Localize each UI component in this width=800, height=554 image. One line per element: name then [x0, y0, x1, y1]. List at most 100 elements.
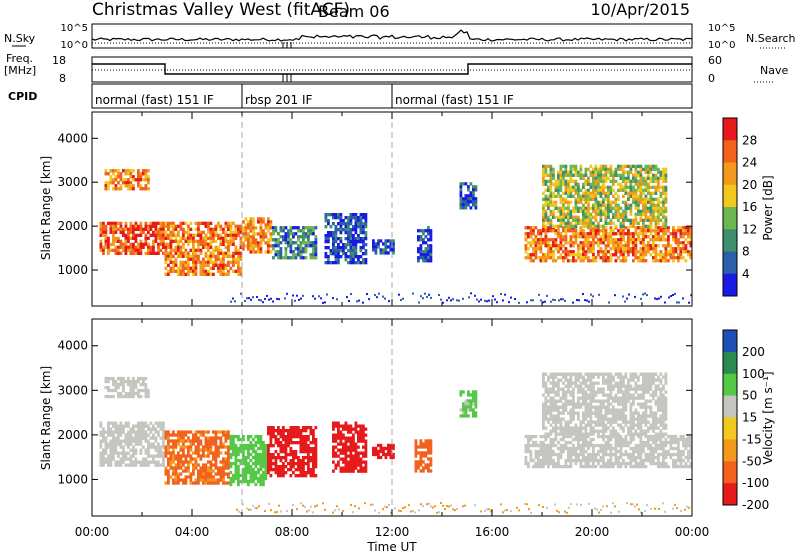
- data-cell: [374, 452, 378, 457]
- data-cell: [567, 387, 570, 391]
- data-cell: [272, 247, 275, 251]
- data-cell: [224, 221, 228, 225]
- data-cell: [122, 376, 125, 381]
- data-cell: [167, 254, 170, 258]
- data-cell: [657, 244, 660, 248]
- data-cell: [549, 164, 553, 168]
- data-cell: [577, 215, 580, 219]
- data-cell: [604, 256, 608, 260]
- data-cell: [104, 430, 108, 434]
- data-cell: [204, 472, 208, 476]
- data-cell: [622, 232, 625, 236]
- data-cell: [574, 224, 578, 228]
- data-cell: [387, 446, 390, 451]
- data-cell: [274, 456, 278, 460]
- data-cell: [167, 227, 170, 231]
- data-cell: [354, 261, 358, 265]
- data-cell: [639, 232, 643, 236]
- data-cell: [599, 256, 603, 260]
- data-cell: [614, 443, 618, 448]
- data-cell: [157, 248, 160, 252]
- data-cell: [359, 222, 363, 226]
- data-cell: [112, 430, 115, 434]
- data-cell: [152, 436, 155, 440]
- data-cell: [632, 179, 635, 183]
- data-cell: [209, 236, 213, 240]
- data-cell: [99, 227, 103, 231]
- data-cell: [592, 244, 595, 248]
- data-cell: [354, 430, 358, 434]
- data-cell: [144, 430, 148, 434]
- data-cell: [609, 443, 613, 448]
- data-cell: [629, 221, 633, 225]
- data-cell: [152, 248, 155, 252]
- data-cell: [214, 233, 218, 237]
- data-cell: [187, 251, 190, 255]
- data-cell: [652, 218, 655, 222]
- data-cell: [227, 260, 230, 264]
- data-cell: [144, 463, 148, 467]
- data-cell: [604, 232, 608, 236]
- data-cell: [202, 475, 205, 479]
- data-cell: [562, 176, 565, 180]
- data-cell: [534, 250, 538, 254]
- data-cell: [639, 188, 643, 192]
- data-cell: [262, 476, 265, 481]
- data-cell: [324, 261, 328, 265]
- data-cell: [327, 231, 330, 235]
- data-cell: [234, 455, 238, 460]
- data-cell: [212, 251, 215, 255]
- data-cell: [289, 241, 293, 245]
- data-cell: [427, 244, 430, 248]
- data-cell: [634, 197, 638, 201]
- data-cell: [244, 226, 248, 230]
- data-cell: [542, 209, 545, 213]
- data-cell: [282, 235, 285, 239]
- data-cell: [134, 248, 138, 252]
- data-cell: [589, 185, 593, 189]
- data-cell: [654, 232, 658, 236]
- data-cell: [259, 247, 263, 251]
- data-cell: [297, 429, 300, 433]
- data-cell: [114, 427, 118, 431]
- data-cell: [637, 164, 640, 168]
- data-cell: [604, 461, 608, 466]
- data-cell: [574, 167, 578, 171]
- data-cell: [109, 221, 113, 225]
- data-cell: [252, 247, 255, 251]
- data-cell: [589, 197, 593, 201]
- data-cell: [179, 272, 183, 276]
- data-cell: [279, 235, 283, 239]
- data-cell: [634, 226, 638, 230]
- data-cell: [182, 227, 185, 231]
- data-cell: [672, 229, 675, 233]
- data-cell: [302, 238, 305, 242]
- data-cell: [614, 212, 618, 216]
- data-cell: [567, 259, 570, 263]
- data-cell: [197, 475, 200, 479]
- data-cell: [207, 221, 210, 225]
- data-cell: [614, 200, 618, 204]
- data-cell: [207, 472, 210, 476]
- data-cell: [422, 232, 425, 236]
- data-cell: [564, 440, 568, 445]
- data-cell: [472, 396, 475, 400]
- data-cell: [544, 164, 548, 168]
- data-cell: [639, 437, 643, 442]
- data-cell: [212, 233, 215, 237]
- data-cell: [549, 194, 553, 198]
- data-cell: [177, 478, 180, 482]
- data-cell: [607, 215, 610, 219]
- data-cell: [602, 197, 605, 201]
- data-cell: [572, 164, 575, 168]
- data-cell: [582, 176, 585, 180]
- data-cell: [124, 424, 128, 428]
- data-cell: [572, 241, 575, 245]
- data-cell: [557, 440, 560, 445]
- data-cell: [542, 170, 545, 174]
- data-cell: [564, 390, 568, 394]
- data-cell: [579, 446, 583, 451]
- data-cell: [222, 442, 225, 446]
- data-cell: [244, 223, 248, 227]
- data-cell: [542, 417, 545, 421]
